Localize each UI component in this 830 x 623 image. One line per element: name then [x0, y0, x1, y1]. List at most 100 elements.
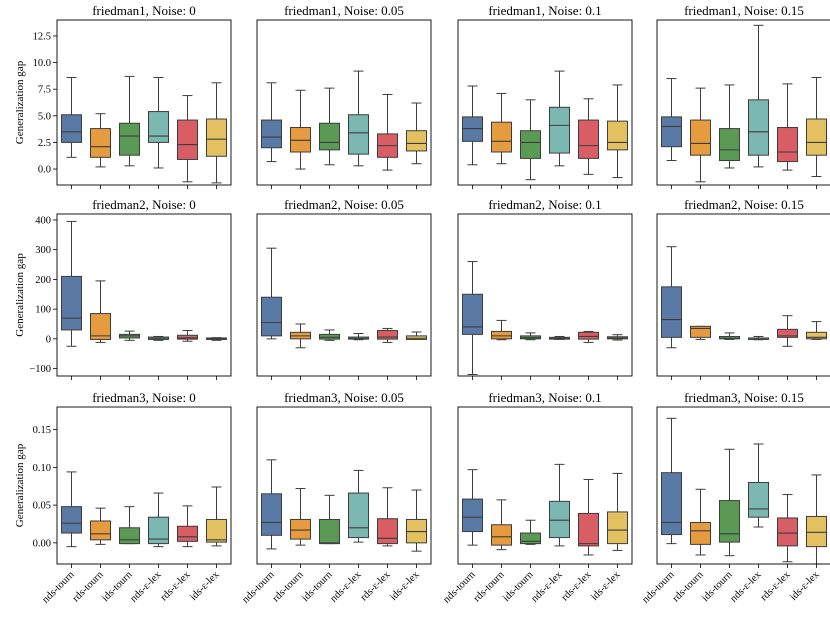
- y-axis-label: Generalization gap: [14, 253, 26, 337]
- box-rds-tourn: [690, 325, 711, 338]
- box-ids-ε-lex: [806, 118, 827, 156]
- box-ids-ε-lex: [406, 335, 427, 340]
- y-tick-label: 0: [46, 334, 51, 345]
- box-nds-tourn: [462, 498, 483, 533]
- box-nds-ε-lex: [348, 492, 369, 539]
- y-tick-label: 300: [35, 245, 51, 256]
- box-nds-ε-lex: [549, 500, 570, 539]
- x-tick-label: rds-tourn: [271, 569, 307, 605]
- x-tick-label: nds-ε-lex: [328, 569, 364, 605]
- x-tick-label: nds-tourn: [240, 569, 277, 606]
- box-ids-ε-lex: [406, 130, 427, 152]
- plot-frame: [256, 213, 432, 377]
- plot-frame: [656, 213, 830, 377]
- x-tick-label: ids-ε-lex: [788, 569, 822, 603]
- y-tick-label: 0.15: [33, 425, 51, 436]
- plot-frame: [56, 406, 232, 565]
- x-tick-label: ids-ε-lex: [589, 569, 623, 603]
- box-nds-tourn: [261, 493, 282, 536]
- box-ids-tourn: [319, 518, 340, 545]
- y-tick-label: 12.5: [33, 31, 51, 42]
- x-tick-label: nds-ε-lex: [128, 569, 164, 605]
- box-nds-tourn: [61, 114, 82, 143]
- x-tick-label: nds-tourn: [40, 569, 77, 606]
- panel-title: friedman2, Noise: 0: [92, 197, 196, 212]
- y-axis-label: Generalization gap: [14, 60, 26, 144]
- panel-title: friedman3, Noise: 0.05: [284, 390, 404, 405]
- box-ids-tourn: [719, 128, 740, 162]
- box-rds-ε-lex: [777, 517, 798, 547]
- panel-title: friedman2, Noise: 0.15: [684, 197, 804, 212]
- y-tick-label: 200: [35, 275, 51, 286]
- box-ids-tourn: [520, 532, 541, 545]
- plot-frame: [457, 213, 633, 377]
- box-rds-tourn: [90, 128, 111, 158]
- box-rds-ε-lex: [377, 518, 398, 545]
- x-tick-label: nds-ε-lex: [728, 569, 764, 605]
- box-rds-tourn: [290, 518, 311, 540]
- box-nds-tourn: [661, 116, 682, 148]
- x-tick-label: nds-tourn: [441, 569, 478, 606]
- y-tick-label: 5.0: [38, 111, 51, 122]
- box-rds-tourn: [491, 121, 512, 153]
- x-tick-label: rds-ε-lex: [359, 569, 394, 604]
- box-rds-tourn: [690, 521, 711, 545]
- plot-frame: [656, 19, 830, 186]
- box-nds-tourn: [661, 472, 682, 536]
- box-nds-tourn: [61, 275, 82, 331]
- box-rds-ε-lex: [578, 331, 599, 340]
- y-tick-label: 400: [35, 215, 51, 226]
- box-rds-ε-lex: [377, 330, 398, 340]
- x-tick-label: rds-tourn: [671, 569, 707, 605]
- box-nds-tourn: [61, 506, 82, 534]
- panel-title: friedman1, Noise: 0.05: [284, 3, 404, 18]
- box-rds-ε-lex: [578, 119, 599, 159]
- box-rds-tourn: [491, 524, 512, 546]
- x-tick-label: rds-tourn: [71, 569, 107, 605]
- y-tick-label: 0.10: [33, 463, 51, 474]
- box-ids-tourn: [319, 122, 340, 151]
- box-nds-ε-lex: [748, 481, 769, 518]
- box-nds-tourn: [261, 119, 282, 149]
- box-rds-tourn: [690, 119, 711, 156]
- panel-title: friedman1, Noise: 0.15: [684, 3, 804, 18]
- box-nds-ε-lex: [748, 99, 769, 156]
- x-tick-label: rds-ε-lex: [560, 569, 595, 604]
- box-ids-ε-lex: [806, 515, 827, 548]
- box-rds-ε-lex: [578, 512, 599, 547]
- plot-frame: [256, 406, 432, 565]
- box-rds-tourn: [90, 313, 111, 340]
- x-tick-label: nds-tourn: [640, 569, 677, 606]
- box-rds-ε-lex: [777, 127, 798, 163]
- panel-title: friedman1, Noise: 0: [92, 3, 196, 18]
- box-nds-tourn: [661, 286, 682, 338]
- box-ids-ε-lex: [607, 120, 628, 151]
- box-nds-tourn: [462, 293, 483, 335]
- box-ids-ε-lex: [806, 331, 827, 340]
- box-rds-ε-lex: [177, 334, 198, 340]
- y-tick-label: 0.0: [38, 165, 51, 176]
- panel-title: friedman1, Noise: 0.1: [488, 3, 601, 18]
- y-axis-label: Generalization gap: [14, 443, 26, 527]
- box-ids-tourn: [719, 500, 740, 543]
- panel-title: friedman3, Noise: 0.15: [684, 390, 804, 405]
- box-nds-ε-lex: [148, 516, 169, 545]
- y-tick-label: 2.5: [38, 138, 51, 149]
- plot-frame: [256, 19, 432, 186]
- x-tick-label: rds-ε-lex: [159, 569, 194, 604]
- x-tick-label: ids-ε-lex: [188, 569, 222, 603]
- box-rds-ε-lex: [177, 119, 198, 160]
- y-tick-label: 100: [35, 305, 51, 316]
- box-nds-ε-lex: [348, 114, 369, 155]
- panel-title: friedman2, Noise: 0.1: [488, 197, 601, 212]
- x-tick-label: rds-ε-lex: [759, 569, 794, 604]
- panel-title: friedman3, Noise: 0.1: [488, 390, 601, 405]
- box-ids-tourn: [719, 335, 740, 340]
- box-nds-ε-lex: [549, 106, 570, 154]
- box-ids-tourn: [119, 122, 140, 156]
- y-tick-label: 0.05: [33, 501, 51, 512]
- box-rds-tourn: [90, 520, 111, 541]
- box-rds-tourn: [491, 330, 512, 340]
- box-rds-ε-lex: [177, 525, 198, 542]
